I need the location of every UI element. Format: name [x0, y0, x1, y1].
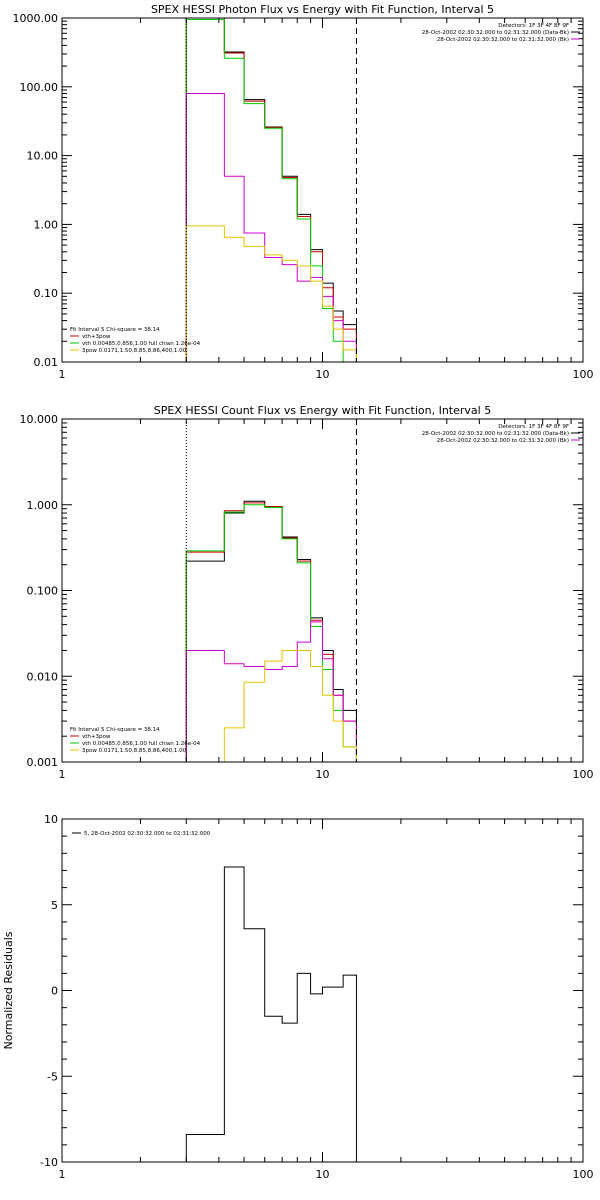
chart-title: SPEX HESSI Photon Flux vs Energy with Fi…	[151, 3, 494, 16]
legend-detectors: Detectors: 1F 3F 4F 8F 9F	[498, 23, 569, 29]
data-series-group	[185, 18, 357, 362]
x-axis: 1 10 100	[59, 819, 594, 1181]
data-series-group	[185, 500, 369, 762]
y-tick-label: -10	[40, 1156, 58, 1169]
legend-bottom-left: Fit Interval 5 Chi-square = 38.14vth+3po…	[70, 727, 201, 754]
y-tick-label: 100.00	[20, 81, 59, 94]
legend-entry-text: 28-Oct-2002 02:30:32.000 to 02:31:32.000…	[437, 438, 569, 444]
series-2-line	[185, 18, 357, 362]
x-tick-label: 100	[573, 1168, 594, 1181]
series-4-line	[185, 621, 369, 762]
x-tick-label: 100	[573, 368, 594, 381]
y-tick-label: 0.10	[34, 287, 59, 300]
chart-panel-1: SPEX HESSI Photon Flux vs Energy with Fi…	[13, 3, 594, 381]
y-tick-label: 0.100	[27, 585, 59, 598]
y-axis-label: Normalized Residuals	[2, 931, 15, 1049]
legend-entry-text: 5, 28-Oct-2002 02:30:32.000 to 02:31:32.…	[84, 831, 211, 837]
y-tick-label: 0	[51, 985, 58, 998]
series-2-line	[185, 502, 369, 762]
legend-entry-text: vth+3pow	[82, 734, 111, 740]
data-series-group	[185, 866, 357, 1162]
legend-entry-text: vth 0.00485,0.856,1.00 full chian 1.26e-…	[82, 341, 201, 347]
y-tick-label: -5	[47, 1070, 58, 1083]
legend-top-left: 5, 28-Oct-2002 02:30:32.000 to 02:31:32.…	[72, 831, 211, 837]
legend-detectors: Detectors: 1F 3F 4F 8F 9F	[498, 424, 569, 430]
y-tick-label: 1.000	[27, 499, 59, 512]
legend-fit-header: Fit Interval 5 Chi-square = 38.14	[70, 327, 160, 333]
plot-frame	[61, 418, 584, 763]
y-tick-label: 0.01	[34, 356, 59, 369]
y-tick-label: 10.000	[20, 413, 59, 426]
legend-entry-text: 28-Oct-2002 02:30:32.000 to 02:31:32.000…	[422, 30, 569, 36]
y-tick-label: 0.001	[27, 756, 59, 769]
x-tick-label: 1	[59, 768, 66, 781]
y-axis: 0.001 0.010 0.100 1.000 10.000	[20, 413, 583, 769]
series-1-line	[185, 500, 369, 762]
series-5-line	[223, 649, 357, 762]
legend-fit-header: Fit Interval 5 Chi-square = 38.14	[70, 727, 160, 733]
legend-entry-text: 3pow 0.0171,1.50,8.85,8.86,400,1.00	[82, 348, 187, 354]
legend-bottom-left: Fit Interval 5 Chi-square = 38.14vth+3po…	[70, 327, 201, 354]
x-tick-label: 1	[59, 368, 66, 381]
legend-entry-text: 3pow 0.0171,1.50,8.85,8.86,400,1.00	[82, 748, 187, 754]
y-tick-label: 10	[44, 813, 58, 826]
chart-panel-2: SPEX HESSI Count Flux vs Energy with Fit…	[20, 404, 594, 781]
y-axis: -10 -5 0 5 10	[40, 813, 583, 1169]
y-axis: 0.01 0.10 1.00 10.00 100.00 1000.00	[13, 12, 583, 369]
y-tick-label: 10.00	[27, 150, 59, 163]
x-tick-label: 1	[59, 1168, 66, 1181]
series-5-line	[185, 225, 357, 362]
chart-title: SPEX HESSI Count Flux vs Energy with Fit…	[154, 404, 491, 417]
legend-entry-text: 28-Oct-2002 02:30:32.000 to 02:31:32.000…	[437, 37, 569, 43]
series-3-line	[185, 504, 357, 762]
y-tick-label: 5	[51, 899, 58, 912]
series-1-line	[185, 18, 357, 362]
x-axis: 1 10 100	[59, 18, 594, 381]
series-1-line	[185, 866, 357, 1162]
legend-entry-text: vth+3pow	[82, 334, 111, 340]
series-4-line	[185, 92, 357, 362]
y-tick-label: 1.00	[34, 218, 59, 231]
y-tick-label: 0.010	[27, 670, 59, 683]
x-tick-label: 10	[316, 1168, 330, 1181]
x-axis: 1 10 100	[59, 419, 594, 781]
plot-frame	[61, 17, 584, 363]
x-tick-label: 10	[316, 768, 330, 781]
x-tick-label: 100	[573, 768, 594, 781]
x-tick-label: 10	[316, 368, 330, 381]
chart-panel-3: Normalized Residuals 1 10 100 -10 -5 0 5 10 5, 28…	[2, 813, 594, 1181]
legend-entry-text: vth 0.00485,0.856,1.00 full chian 1.26e-…	[82, 741, 201, 747]
y-tick-label: 1000.00	[13, 12, 59, 25]
legend-entry-text: 28-Oct-2002 02:30:32.000 to 02:31:32.000…	[422, 431, 569, 437]
series-3-line	[185, 19, 344, 362]
